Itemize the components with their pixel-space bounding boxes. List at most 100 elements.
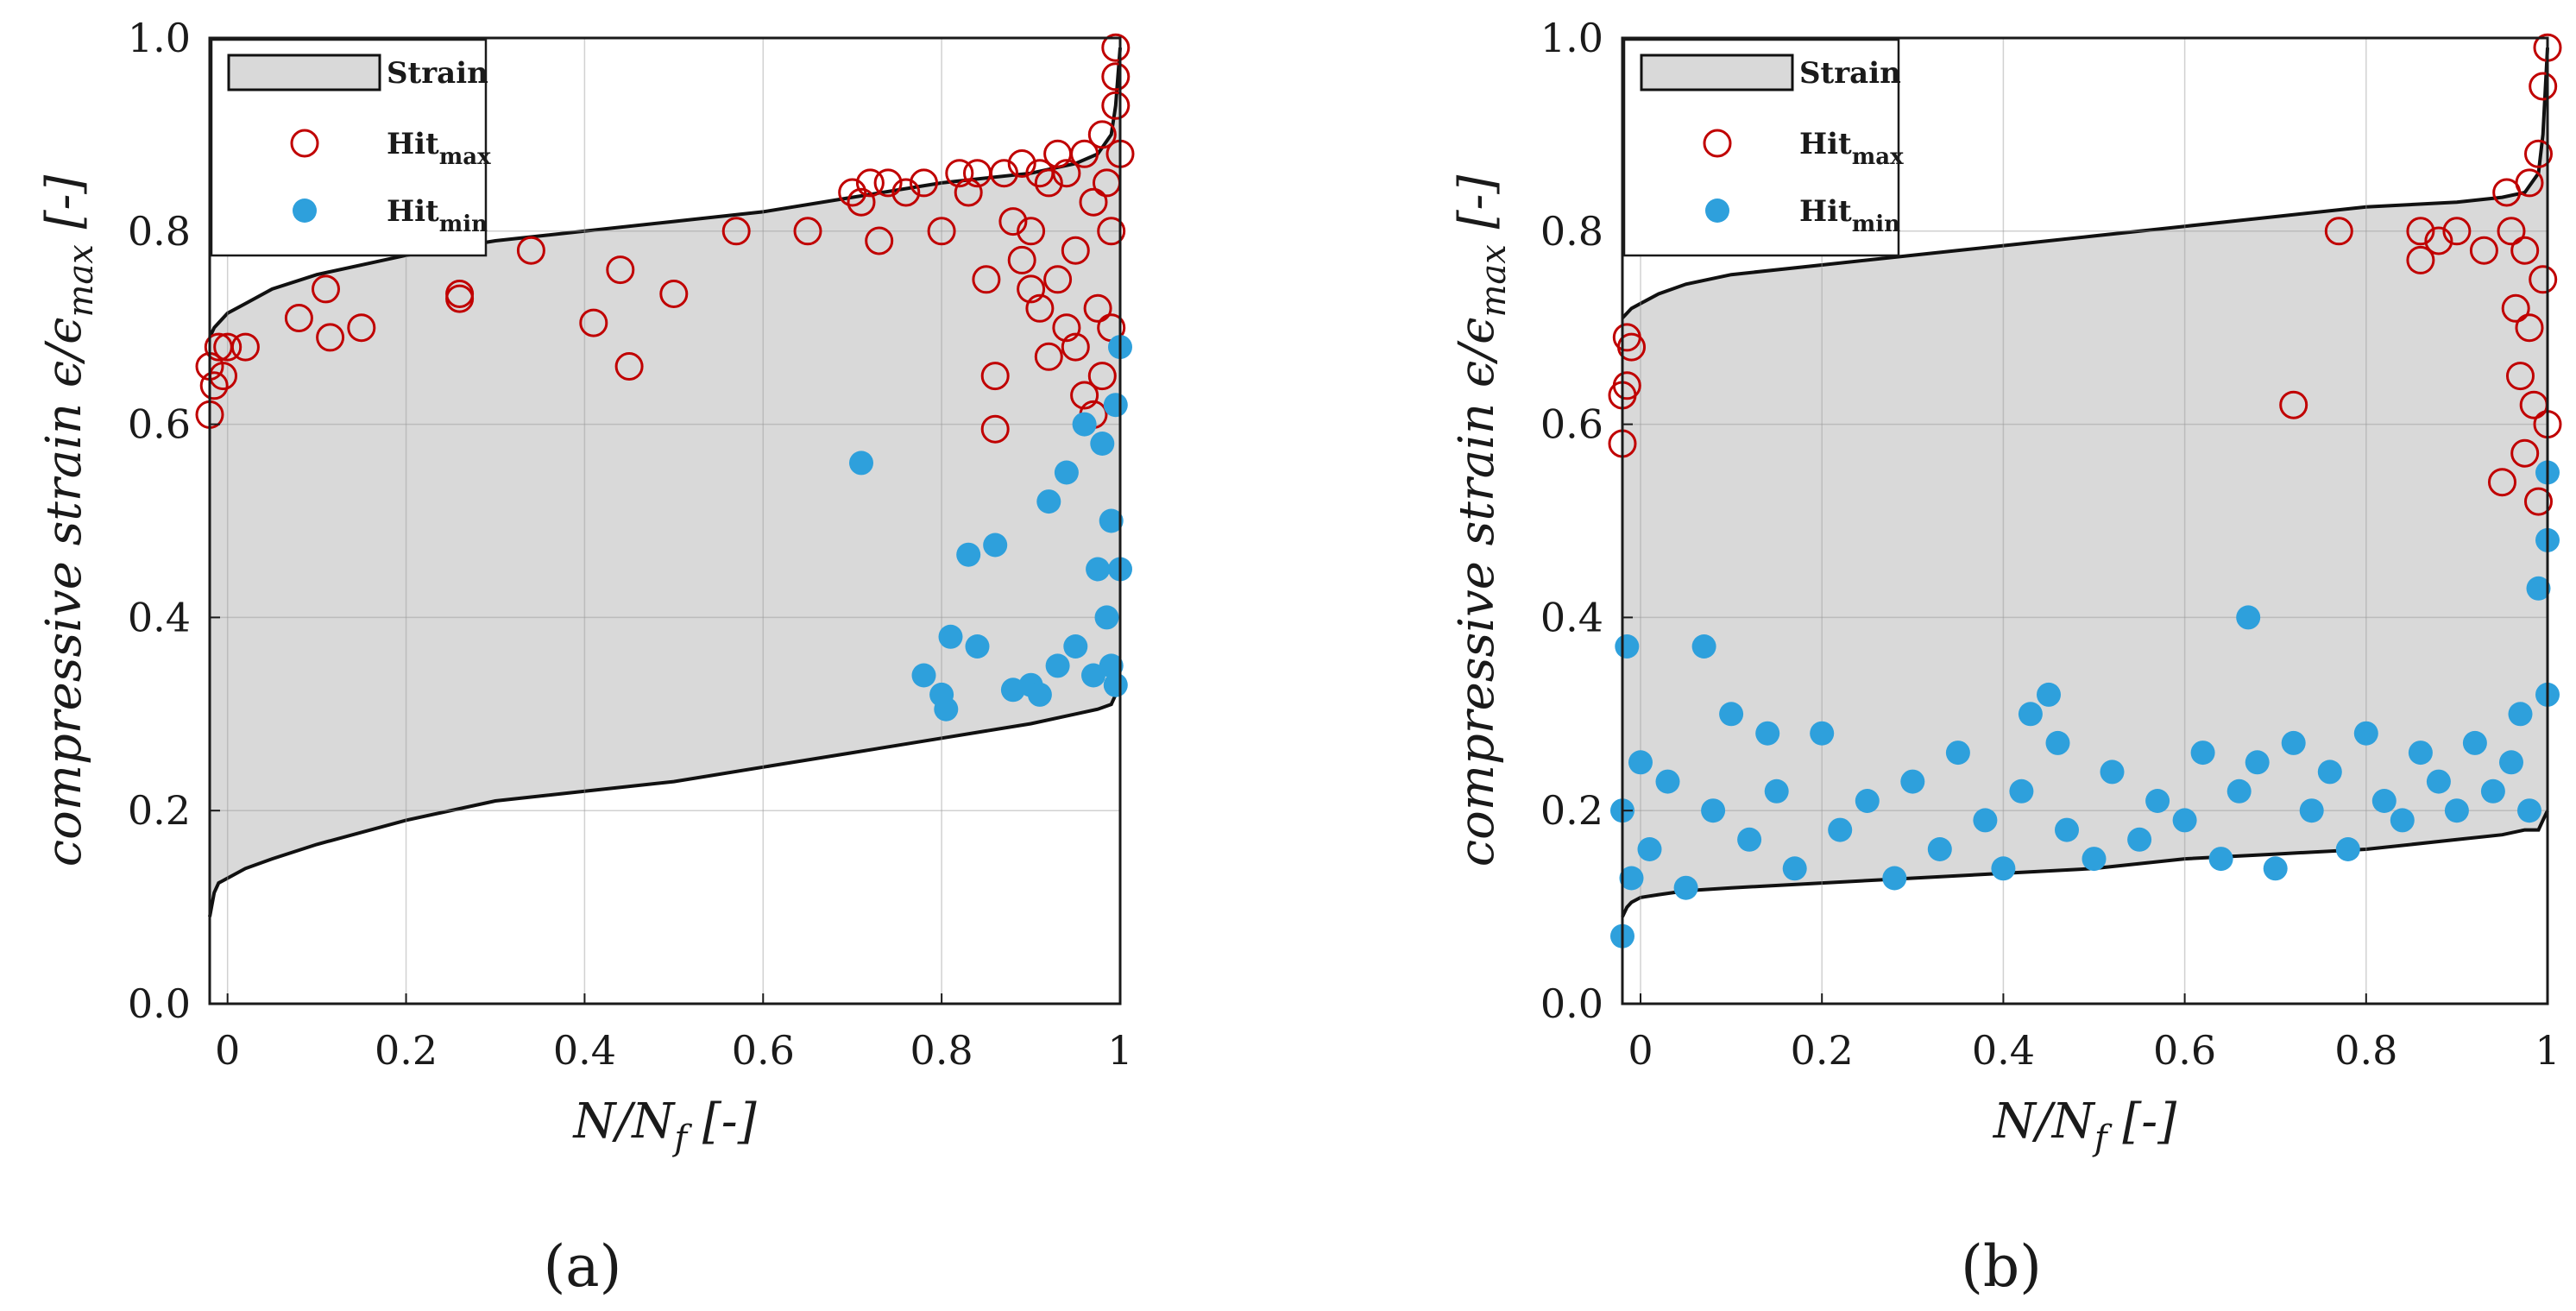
hit-max-point (1101, 91, 1131, 120)
hit-min-point (1828, 817, 1853, 842)
hit-min-point (1045, 653, 1070, 678)
hit-max-point (347, 313, 376, 343)
hit-min-point (2371, 789, 2396, 813)
hit-max-point (316, 323, 345, 352)
hit-max-point (873, 168, 903, 198)
hit-min-point (1619, 866, 1644, 891)
y-tick-label: 0.2 (128, 787, 191, 834)
y-tick-label: 0.4 (128, 594, 191, 640)
hit-max-point (855, 168, 885, 198)
y-tick-label: 0.8 (128, 208, 191, 255)
hit-max-point (606, 255, 635, 285)
hit-max-point (1101, 62, 1131, 91)
hit-min-point (2480, 778, 2505, 804)
legend-label-main: Hit (387, 127, 439, 161)
y-axis-label-tail: [-] (1449, 175, 1505, 245)
x-axis-label-tail: [-] (687, 1094, 757, 1150)
hit-min-point (1036, 489, 1061, 514)
hit-max-point (1070, 139, 1099, 168)
hit-min-point (1072, 412, 1097, 437)
hit-max-point (954, 178, 983, 207)
hit-min-point (2299, 798, 2324, 823)
hit-max-point (213, 332, 242, 362)
y-tick-label: 0.8 (1540, 208, 1603, 255)
x-axis-label: N/Nf [-] (571, 1094, 756, 1158)
y-axis-label-sub: max (61, 244, 101, 317)
hit-min-point (2190, 741, 2215, 766)
hit-min-point (2082, 847, 2107, 872)
hit-min-point (849, 451, 873, 476)
hit-max-point (2529, 265, 2558, 294)
hit-max-point (721, 217, 751, 246)
x-tick-label: 0.4 (553, 1027, 616, 1074)
hit-min-point (1764, 778, 1789, 804)
hit-min-point (2145, 789, 2170, 813)
hit-min-point (965, 634, 990, 659)
hit-min-point (2335, 837, 2360, 861)
hit-min-point (1615, 634, 1640, 659)
hit-max-point (1061, 332, 1090, 362)
hit-max-point (659, 280, 689, 308)
x-axis-label-tail: [-] (2107, 1094, 2177, 1150)
hit-min-point (1103, 393, 1128, 418)
hit-min-point (1081, 663, 1105, 688)
hit-min-point (2390, 808, 2415, 833)
hit-min-point (2009, 778, 2034, 804)
hit-max-point (1017, 274, 1046, 304)
hit-min-point (1927, 837, 1952, 861)
x-tick-label: 0.6 (2153, 1027, 2216, 1074)
hit-max-point (2529, 72, 2558, 101)
hit-max-point (847, 187, 876, 217)
hit-max-point (1061, 236, 1090, 265)
hit-max-point (2524, 487, 2553, 516)
hit-max-point (945, 159, 974, 188)
hit-min-point (1655, 769, 1680, 794)
y-tick-label: 0.0 (128, 980, 191, 1027)
hit-min-point (1054, 460, 1079, 485)
hit-min-point (2226, 778, 2252, 804)
hit-min-point (1691, 634, 1716, 659)
hit-min-point (1900, 769, 1925, 794)
legend-label-main: Hit (387, 194, 439, 229)
hit-max-point (1052, 313, 1081, 343)
hit-max-point (1617, 332, 1646, 362)
hit-max-point (614, 352, 644, 381)
hit-max-point (2406, 217, 2435, 246)
hit-max-point (1017, 217, 1046, 246)
x-tick-label: 0 (1628, 1027, 1653, 1074)
hit-min-point (2236, 605, 2261, 630)
x-tick-label: 0.8 (2334, 1027, 2397, 1074)
hit-min-point (2508, 702, 2533, 727)
y-axis-label-main: compressive strain ϵ/ϵ (1449, 318, 1505, 867)
hit-min-point (1628, 750, 1653, 775)
hit-max-point (1034, 168, 1063, 198)
hit-max-point (1043, 265, 1073, 294)
hit-max-point (2501, 293, 2530, 323)
hit-max-point (2424, 226, 2453, 255)
hit-min-point (983, 533, 1008, 558)
hit-min-point (1103, 672, 1128, 697)
hit-max-point (998, 207, 1028, 236)
y-axis-label-sub: max (1474, 244, 1514, 317)
legend-label-hit_min: Hitmin (387, 194, 488, 237)
strain-band-area (210, 47, 1120, 917)
strain-band-area (1622, 47, 2548, 917)
hit-min-point (2037, 682, 2061, 707)
legend-label-sub: max (439, 144, 491, 170)
hit-max-point (1612, 371, 1641, 400)
legend-swatch-strain (1640, 54, 1794, 91)
hit-max-point (1087, 362, 1117, 391)
hit-min-point (1673, 875, 1698, 900)
hit-min-point (2045, 730, 2070, 755)
strain-lower-line (208, 675, 1122, 917)
hit-max-point (230, 332, 260, 362)
hit-max-point (2510, 438, 2540, 468)
hit-max-point (1079, 187, 1108, 217)
hit-max-point (2515, 313, 2544, 343)
hit-min-point (1991, 856, 2016, 881)
hit-max-point (2506, 362, 2535, 391)
hit-max-point (2406, 245, 2435, 274)
legend-label-sub: min (1852, 211, 1900, 237)
